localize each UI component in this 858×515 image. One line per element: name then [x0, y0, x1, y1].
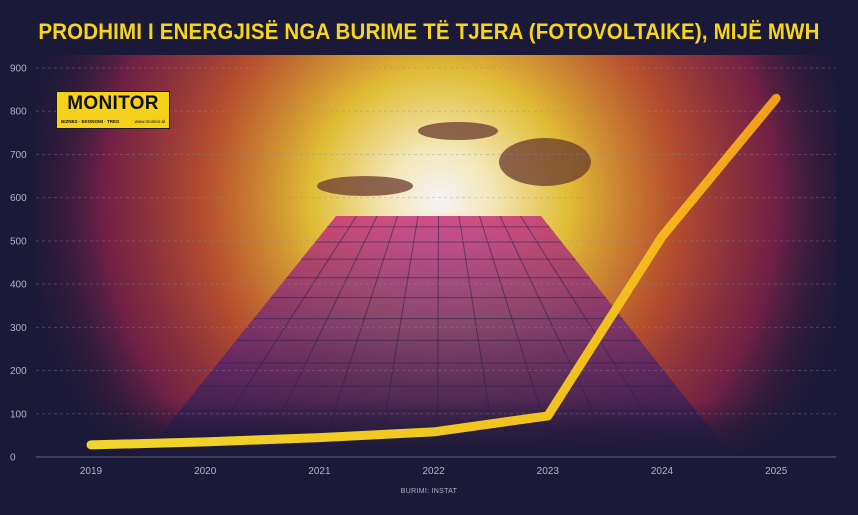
source-note: BURIMI: INSTAT: [400, 488, 458, 495]
x-tick-label: 2019: [80, 466, 103, 477]
y-tick-label: 0: [10, 453, 16, 464]
y-tick-label: 900: [10, 64, 27, 75]
y-axis: 0 100 200 300 400 500 600 700 800 900: [10, 64, 27, 464]
y-tick-label: 200: [10, 366, 27, 377]
cloud-icon: [418, 122, 498, 140]
cloud-icon: [499, 138, 591, 186]
x-tick-label: 2020: [194, 466, 217, 477]
logo-tagline: BIZNES · EKONOMI · TREG: [61, 119, 120, 124]
monitor-logo: MONITOR BIZNES · EKONOMI · TREG www.moni…: [56, 91, 170, 129]
x-axis: 2019 2020 2021 2022 2023 2024 2025: [80, 466, 788, 477]
logo-url: www.monitor.al: [134, 119, 165, 124]
y-tick-label: 100: [10, 409, 27, 420]
gridlines: [36, 67, 836, 458]
chart-title: PRODHIMI I ENERGJISË NGA BURIME TË TJERA…: [38, 19, 820, 44]
logo-wordmark: MONITOR: [67, 93, 159, 114]
y-tick-label: 400: [10, 280, 27, 291]
x-tick-label: 2023: [537, 466, 560, 477]
y-tick-label: 800: [10, 107, 27, 118]
y-tick-label: 700: [10, 150, 27, 161]
x-tick-label: 2025: [765, 466, 788, 477]
series: [86, 93, 781, 450]
y-tick-label: 500: [10, 236, 27, 247]
y-tick-label: 300: [10, 323, 27, 334]
background-art: [36, 55, 836, 462]
cloud-icon: [317, 176, 413, 196]
x-tick-label: 2021: [308, 466, 331, 477]
x-tick-label: 2024: [651, 466, 674, 477]
x-tick-label: 2022: [422, 466, 445, 477]
y-tick-label: 600: [10, 193, 27, 204]
